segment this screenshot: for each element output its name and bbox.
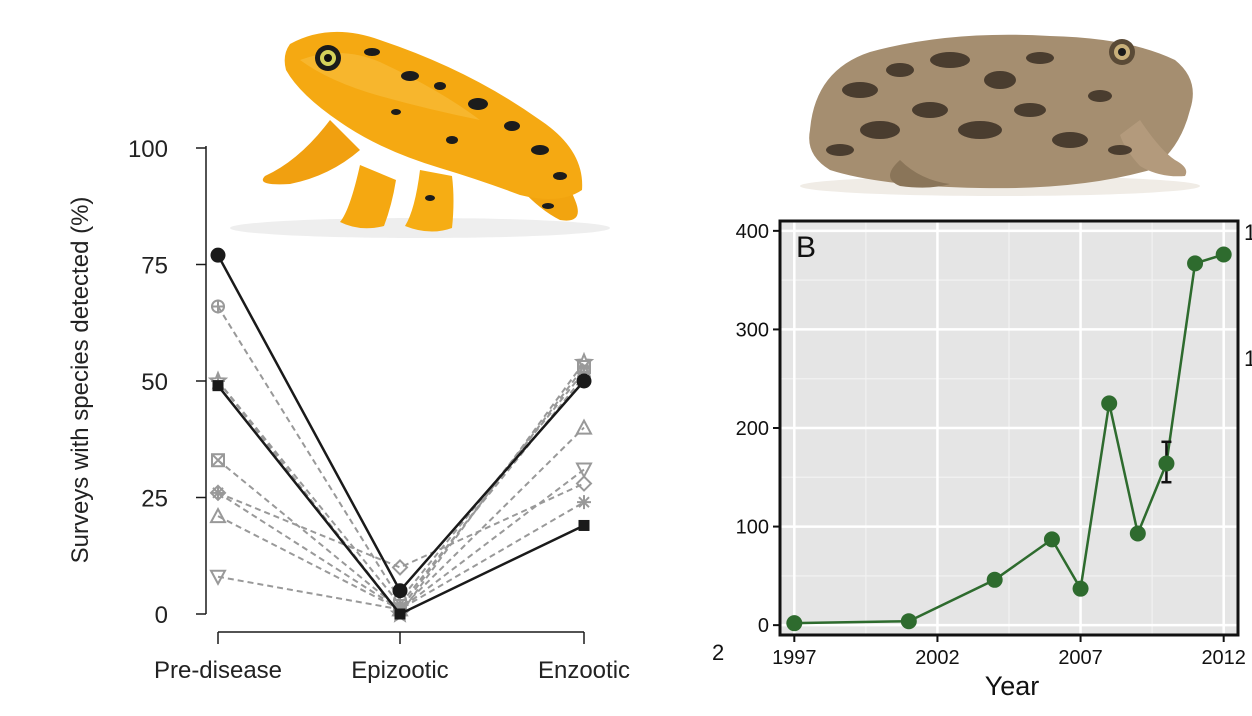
chart-a-point (577, 495, 591, 510)
chart-b-line (794, 253, 1225, 625)
chart-a-x-ticks: Pre-disease Epizootic Enzootic (154, 632, 630, 684)
chart-b-y-tick-label: 0 (758, 615, 769, 637)
chart-a-point (573, 351, 595, 371)
chart-b-x-axis-label: Year (985, 671, 1040, 701)
chart-a-y-tick-label: 25 (141, 486, 168, 513)
chart-b-y-tick-label: 200 (736, 418, 769, 440)
chart-b-y-tick-label: 400 (736, 221, 769, 243)
chart-b: 0 100 200 300 400 1997 2002 2007 2012 B Year (736, 219, 1246, 701)
chart-a-point (392, 583, 408, 599)
chart-a-y-tick-label: 100 (128, 136, 168, 163)
chart-a-point (391, 558, 409, 576)
chart-b-panel-label: B (796, 231, 816, 264)
stray-char-right-1: 1 (1244, 220, 1252, 245)
chart-a-line (217, 482, 585, 569)
chart-a-point (211, 453, 225, 467)
chart-a-series-diamond (209, 475, 593, 576)
chart-a-point (578, 519, 590, 531)
brown-frog-photo (792, 0, 1212, 200)
chart-a-series-circle (210, 247, 592, 599)
chart-b-x-tick-label: 2007 (1058, 647, 1103, 669)
chart-a-y-axis-label: Surveys with species detected (%) (67, 197, 94, 564)
chart-b-point (1215, 246, 1232, 263)
chart-a-x-tick-label: Pre-disease (154, 657, 282, 684)
chart-b-point (786, 615, 803, 632)
chart-a-point (575, 418, 593, 435)
chart-a-y-tick-label: 0 (155, 602, 168, 629)
chart-a-series-square (212, 380, 590, 620)
chart-a-point (209, 507, 227, 524)
chart-a-x-tick-label: Enzootic (538, 657, 630, 684)
chart-b-y-ticks: 0 100 200 300 400 (736, 221, 780, 637)
chart-a-x-tick-label: Epizootic (351, 657, 448, 684)
yellow-frog-photo (228, 18, 624, 260)
chart-b-point (1072, 580, 1089, 597)
chart-a-y-ticks: 0 25 50 75 100 (128, 136, 206, 629)
chart-a-point (576, 373, 592, 389)
chart-b-x-tick-label: 1997 (772, 647, 817, 669)
chart-a-y-tick-label: 50 (141, 369, 168, 396)
chart-a-point (212, 380, 224, 392)
chart-a-point (577, 360, 591, 375)
chart-a-series-star (207, 351, 595, 623)
chart-b-point (1043, 531, 1060, 548)
chart-b-point (1158, 455, 1175, 472)
chart-b-point (1187, 255, 1204, 272)
chart-b-point (1129, 525, 1146, 542)
chart-a-series-boxx (211, 360, 591, 617)
chart-a-point (211, 453, 225, 468)
stray-char-right-2: 1 (1244, 346, 1252, 371)
chart-b-y-tick-label: 300 (736, 319, 769, 341)
chart-b-x-tick-label: 2002 (915, 647, 960, 669)
chart-a-line (217, 384, 585, 616)
chart-a-y-tick-label: 75 (141, 253, 168, 280)
chart-a-point (209, 569, 227, 586)
stray-char-left: 2 (712, 640, 724, 665)
chart-a-line (216, 254, 585, 593)
chart-a-line (217, 375, 585, 607)
chart-b-x-ticks: 1997 2002 2007 2012 (772, 635, 1246, 669)
chart-a-line (217, 361, 585, 616)
chart-b-y-tick-label: 100 (736, 517, 769, 539)
chart-a-point (575, 475, 593, 492)
chart-a-point (211, 299, 225, 314)
chart-a-line (217, 491, 585, 611)
chart-a-point (209, 484, 227, 502)
chart-b-grid (780, 221, 1238, 635)
chart-b-x-tick-label: 2012 (1201, 647, 1246, 669)
chart-a-point (575, 462, 593, 479)
chart-a-point (394, 608, 406, 620)
chart-b-point (986, 571, 1003, 588)
chart-a-series (207, 247, 595, 623)
chart-a-series-plus (211, 369, 591, 612)
chart-b-point (1101, 395, 1118, 412)
chart-a-point (210, 247, 226, 263)
chart-b-series (786, 246, 1232, 632)
chart-b-point (900, 613, 917, 630)
